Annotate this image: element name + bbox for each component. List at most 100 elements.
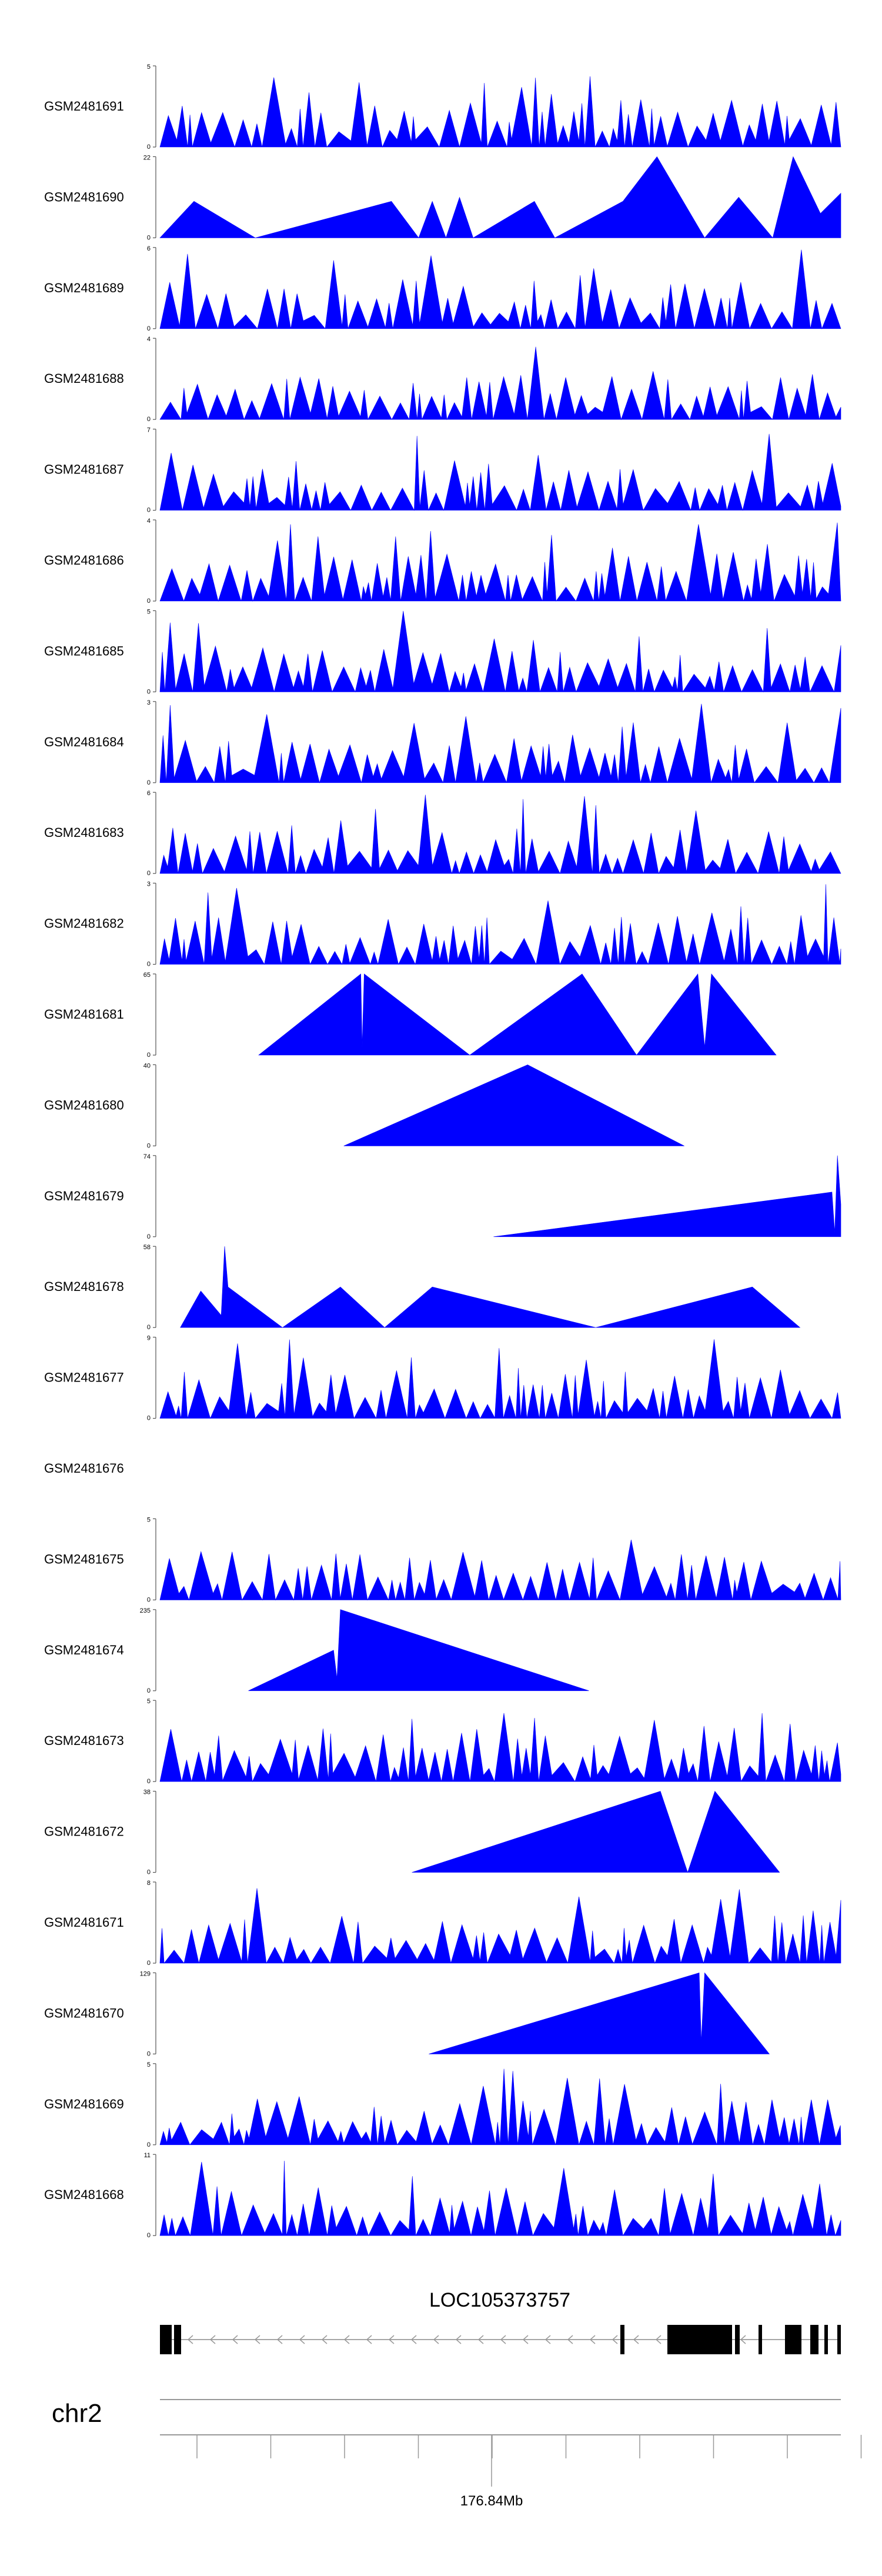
track-label: GSM2481686 xyxy=(44,553,124,568)
y-tick-zero-label: 0 xyxy=(147,1324,151,1331)
track-GSM2481680: GSM2481680 40 0 xyxy=(44,1062,684,1149)
track-label: GSM2481669 xyxy=(44,2097,124,2111)
y-tick-max-label: 5 xyxy=(147,1698,151,1705)
exon-block xyxy=(620,2325,624,2354)
exon-block xyxy=(667,2325,732,2354)
exon-block xyxy=(785,2325,801,2354)
y-tick-max-label: 4 xyxy=(147,336,151,343)
y-tick-max-label: 65 xyxy=(143,972,151,979)
strand-arrow-icon xyxy=(544,2335,551,2344)
y-tick-zero-label: 0 xyxy=(147,779,151,786)
track-GSM2481674: GSM2481674 235 0 xyxy=(44,1607,589,1694)
y-tick-max-label: 5 xyxy=(147,2061,151,2068)
coverage-area xyxy=(180,1246,801,1328)
exon-block xyxy=(174,2325,181,2354)
coverage-area xyxy=(159,1713,841,1783)
track-GSM2481684: GSM2481684 3 0 xyxy=(44,699,841,786)
y-tick-max-label: 7 xyxy=(147,427,151,434)
y-tick-max-label: 38 xyxy=(143,1789,151,1796)
track-GSM2481672: GSM2481672 38 0 xyxy=(44,1789,780,1876)
y-tick-zero-label: 0 xyxy=(147,2141,151,2148)
track-GSM2481690: GSM2481690 22 0 xyxy=(44,154,841,241)
track-GSM2481689: GSM2481689 6 0 xyxy=(44,245,841,332)
track-label: GSM2481674 xyxy=(44,1643,124,1657)
y-tick-zero-label: 0 xyxy=(147,1142,151,1149)
y-tick-zero-label: 0 xyxy=(147,688,151,695)
coverage-area xyxy=(159,610,841,693)
axis-position-label: 176.84Mb xyxy=(460,2493,523,2509)
strand-arrow-icon xyxy=(299,2335,305,2344)
chromosome-label: chr2 xyxy=(52,2399,102,2428)
coverage-area xyxy=(159,703,841,783)
track-label: GSM2481690 xyxy=(44,189,124,204)
y-tick-max-label: 11 xyxy=(144,2152,151,2159)
y-tick-max-label: 235 xyxy=(140,1607,151,1614)
strand-arrow-icon xyxy=(254,2335,260,2344)
y-tick-zero-label: 0 xyxy=(147,2232,151,2239)
strand-arrow-icon xyxy=(740,2335,746,2344)
y-tick-zero-label: 0 xyxy=(147,234,151,241)
y-tick-zero-label: 0 xyxy=(147,598,151,605)
track-label: GSM2481685 xyxy=(44,643,124,658)
exon-block xyxy=(759,2325,762,2354)
track-GSM2481669: GSM2481669 5 0 xyxy=(44,2061,841,2148)
strand-arrow-icon xyxy=(232,2335,238,2344)
coverage-area xyxy=(258,973,777,1056)
strand-arrow-icon xyxy=(567,2335,573,2344)
track-label: GSM2481675 xyxy=(44,1551,124,1566)
track-GSM2481676: GSM2481676 xyxy=(44,1461,124,1476)
track-GSM2481673: GSM2481673 5 0 xyxy=(44,1698,841,1785)
track-GSM2481677: GSM2481677 9 0 xyxy=(44,1335,841,1422)
y-tick-max-label: 5 xyxy=(147,64,151,71)
coverage-area xyxy=(248,1609,589,1691)
strand-arrow-icon xyxy=(455,2335,462,2344)
track-label: GSM2481677 xyxy=(44,1370,124,1385)
coverage-area xyxy=(159,156,841,239)
track-GSM2481668: GSM2481668 11 0 xyxy=(44,2152,841,2239)
strand-arrow-icon xyxy=(655,2335,662,2344)
y-tick-zero-label: 0 xyxy=(147,961,151,968)
track-GSM2481678: GSM2481678 58 0 xyxy=(44,1244,801,1331)
coverage-area xyxy=(493,1155,841,1237)
y-tick-max-label: 3 xyxy=(147,881,151,888)
y-tick-max-label: 6 xyxy=(147,790,151,797)
exon-block xyxy=(837,2325,841,2354)
track-GSM2481682: GSM2481682 3 0 xyxy=(44,881,841,968)
strand-arrow-icon xyxy=(410,2335,417,2344)
y-tick-zero-label: 0 xyxy=(147,416,151,423)
y-tick-zero-label: 0 xyxy=(147,2050,151,2057)
track-GSM2481671: GSM2481671 8 0 xyxy=(44,1880,841,1967)
coverage-area xyxy=(159,1540,841,1601)
y-tick-zero-label: 0 xyxy=(147,1052,151,1059)
exon-block xyxy=(735,2325,740,2354)
y-tick-max-label: 8 xyxy=(147,1880,151,1887)
track-GSM2481688: GSM2481688 4 0 xyxy=(44,336,841,423)
track-label: GSM2481673 xyxy=(44,1733,124,1748)
strand-arrow-icon xyxy=(343,2335,350,2344)
strand-arrow-icon xyxy=(522,2335,529,2344)
y-tick-max-label: 22 xyxy=(143,154,151,161)
track-GSM2481670: GSM2481670 129 0 xyxy=(44,1970,770,2057)
y-tick-max-label: 74 xyxy=(143,1153,151,1160)
strand-arrow-icon xyxy=(500,2335,506,2344)
track-label: GSM2481668 xyxy=(44,2187,124,2202)
track-label: GSM2481671 xyxy=(44,1915,124,1930)
strand-arrow-icon xyxy=(477,2335,484,2344)
track-label: GSM2481689 xyxy=(44,281,124,295)
chromosome-axis: chr2 176.84Mb xyxy=(52,2399,862,2509)
track-label: GSM2481691 xyxy=(44,99,124,114)
track-label: GSM2481670 xyxy=(44,2006,124,2020)
track-label: GSM2481682 xyxy=(44,916,124,931)
strand-arrow-icon xyxy=(612,2335,618,2344)
coverage-area xyxy=(343,1065,684,1146)
strand-arrow-icon xyxy=(321,2335,328,2344)
gene-model: LOC105373757 xyxy=(160,2289,841,2354)
coverage-area xyxy=(159,2160,841,2237)
coverage-area xyxy=(159,346,841,421)
strand-arrow-icon xyxy=(433,2335,439,2344)
track-label: GSM2481684 xyxy=(44,735,124,749)
exon-block xyxy=(160,2325,172,2354)
y-tick-max-label: 6 xyxy=(147,245,151,252)
coverage-area xyxy=(412,1790,780,1873)
